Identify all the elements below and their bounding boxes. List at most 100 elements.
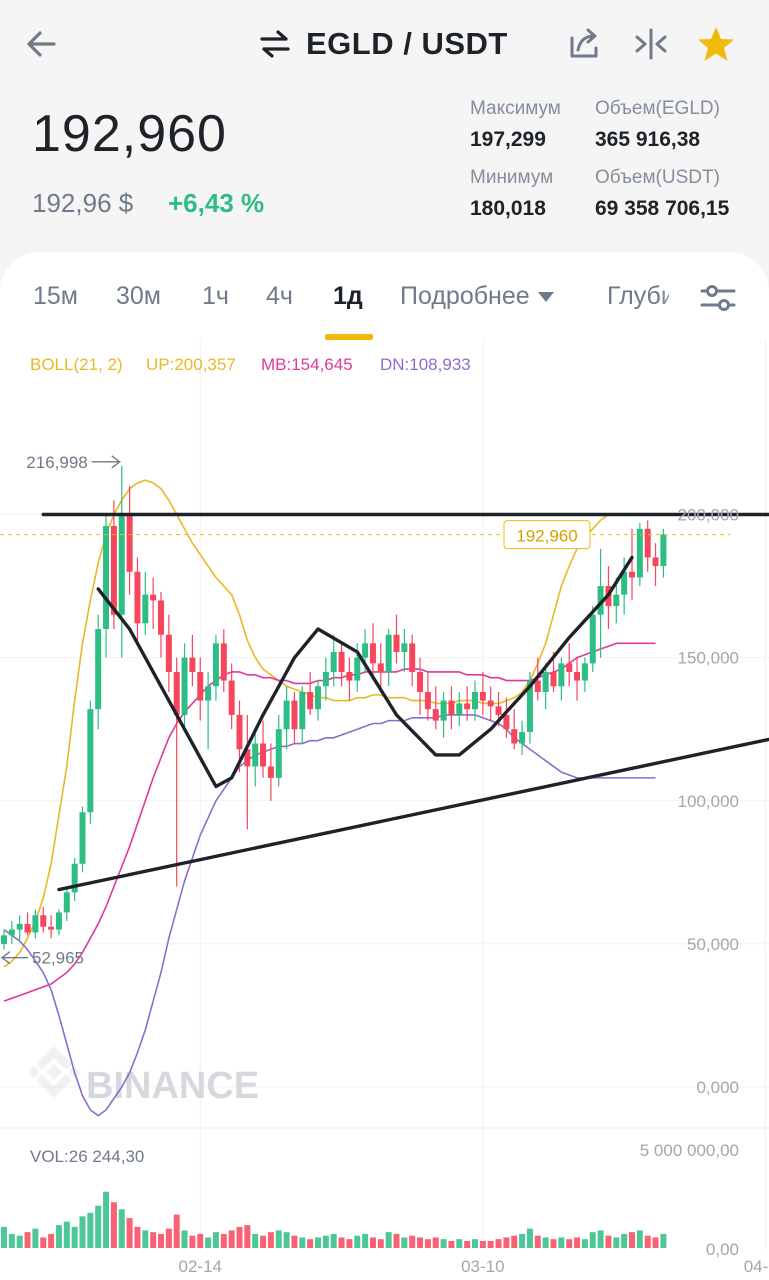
candle-body	[534, 680, 541, 692]
volume-bar	[636, 1230, 643, 1248]
volume-bar	[173, 1214, 180, 1248]
volume-bar	[448, 1240, 455, 1248]
tab-30m[interactable]: 30м	[116, 282, 161, 310]
boll-lower-line	[3, 714, 656, 1117]
tab-fade	[660, 272, 690, 332]
candle-body	[550, 671, 557, 687]
candle-body	[448, 700, 455, 715]
candle-body	[118, 514, 125, 615]
back-arrow-icon[interactable]	[22, 24, 62, 64]
tab-more[interactable]: Подробнее	[400, 282, 554, 311]
candle-body	[212, 643, 219, 687]
watermark-text: BINANCE	[86, 1065, 259, 1107]
candle-body	[48, 926, 55, 930]
volume-bar	[613, 1237, 620, 1248]
volume-bar	[574, 1237, 581, 1248]
volume-bar	[307, 1239, 314, 1248]
candle-body	[8, 929, 15, 936]
candle-body	[464, 703, 471, 710]
volume-bar	[589, 1232, 596, 1248]
share-icon[interactable]	[564, 24, 604, 64]
candle-body	[126, 514, 133, 572]
drawn-annotation-line	[96, 555, 634, 789]
volume-bar	[189, 1235, 196, 1248]
candle-body	[636, 528, 643, 578]
volume-bar	[212, 1232, 219, 1248]
tab-15m[interactable]: 15м	[33, 282, 78, 310]
y-axis-tick-label: 0,000	[696, 1078, 739, 1097]
candle-body	[71, 863, 78, 893]
volume-bar	[63, 1221, 70, 1248]
volume-bar	[660, 1233, 667, 1248]
volume-bar	[260, 1235, 267, 1248]
min-marker-label: 52,965	[32, 949, 84, 968]
candle-body	[472, 692, 478, 710]
tab-4h[interactable]: 4ч	[266, 282, 293, 310]
boll-mid-line	[3, 642, 656, 1002]
volume-bar	[526, 1228, 533, 1248]
compare-icon[interactable]	[631, 24, 671, 64]
vol-quote-label: Объем(USDT)	[595, 167, 720, 188]
swap-icon	[260, 30, 290, 58]
volume-bar	[519, 1233, 526, 1248]
settings-sliders-icon[interactable]	[698, 278, 738, 318]
candle-body	[589, 614, 596, 664]
volume-bar	[550, 1239, 557, 1248]
tab-1h[interactable]: 1ч	[202, 282, 229, 310]
volume-bar	[393, 1233, 400, 1248]
candle-body	[330, 651, 337, 672]
volume-bar	[197, 1233, 204, 1248]
volume-bar	[48, 1233, 55, 1248]
candle-body	[660, 534, 667, 567]
volume-bar	[566, 1239, 573, 1248]
volume-top-tick: 5 000 000,00	[640, 1141, 739, 1160]
min-marker-arrow	[0, 951, 28, 965]
volume-label: VOL:26 244,30	[30, 1147, 144, 1166]
candle-body	[574, 671, 581, 681]
candle-body	[597, 586, 604, 615]
candle-body	[581, 663, 588, 681]
candle-body	[613, 594, 620, 607]
volume-bar	[456, 1239, 463, 1248]
candle-body	[220, 643, 227, 681]
boll-legend-dn: DN:108,933	[380, 355, 471, 374]
volume-bar	[103, 1191, 110, 1248]
low-label: Минимум	[470, 167, 554, 188]
volume-bar	[71, 1226, 78, 1248]
candle-body	[1, 935, 7, 944]
candle-body	[393, 634, 400, 652]
volume-bar	[605, 1235, 612, 1248]
candle-body	[487, 700, 494, 707]
volume-bar	[534, 1235, 541, 1248]
volume-bar	[165, 1228, 172, 1248]
volume-bar	[432, 1237, 439, 1248]
volume-bar	[158, 1233, 164, 1248]
drawn-annotation-line	[57, 737, 769, 892]
active-tab-underline	[325, 334, 373, 340]
candle-body	[110, 525, 117, 615]
candle-body	[228, 680, 235, 715]
volume-bar	[581, 1239, 588, 1248]
volume-bar	[338, 1237, 345, 1248]
volume-bar	[621, 1233, 628, 1248]
candle-body	[432, 709, 439, 721]
star-icon[interactable]	[696, 24, 736, 64]
low-value: 180,018	[470, 197, 546, 220]
volume-bar	[644, 1235, 651, 1248]
tab-1d[interactable]: 1д	[333, 282, 363, 310]
candle-body	[401, 643, 408, 652]
pair-selector[interactable]: EGLD / USDT	[258, 22, 508, 66]
volume-bar	[252, 1233, 259, 1248]
volume-bar	[267, 1232, 274, 1248]
volume-bar	[369, 1237, 376, 1248]
volume-bar	[244, 1225, 251, 1248]
candle-body	[142, 594, 149, 624]
binance-logo-icon	[28, 1046, 80, 1098]
volume-bar	[479, 1240, 486, 1248]
x-axis-tick-label: 04-03	[744, 1257, 769, 1276]
candle-body	[267, 766, 274, 778]
tab-depth[interactable]: Глуби	[607, 282, 669, 310]
candlestick-chart[interactable]: BINANCE 192,960 200,000 150,000 100,000 50,00…	[0, 340, 769, 1280]
volume-bar	[464, 1240, 471, 1248]
max-marker-label: 216,998	[26, 453, 87, 472]
